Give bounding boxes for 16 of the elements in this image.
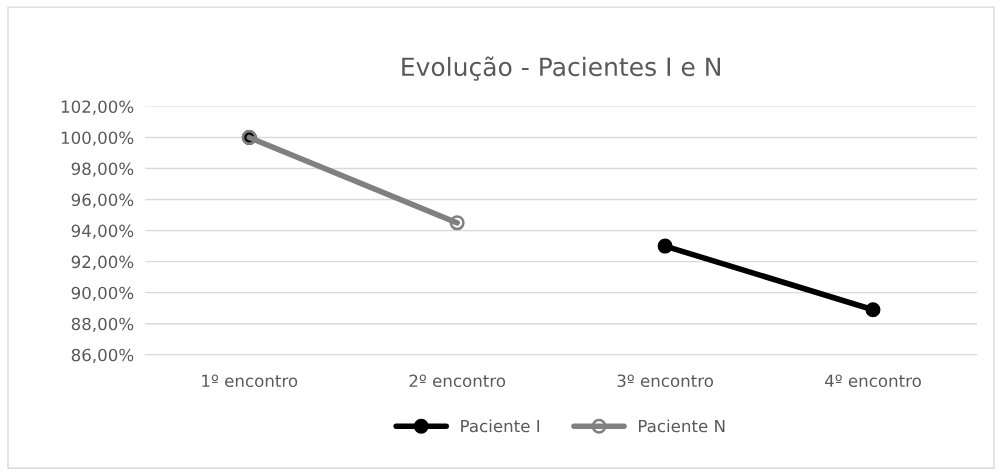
y-tick-label: 98,00% <box>71 162 134 177</box>
y-tick-label: 86,00% <box>71 348 134 364</box>
y-tick-label: 90,00% <box>71 286 134 301</box>
legend-label: Paciente I <box>461 419 540 433</box>
legend-label: Paciente N <box>638 419 725 433</box>
y-tick-label: 88,00% <box>71 317 134 332</box>
x-tick-label: 4º encontro <box>824 374 921 388</box>
x-tick-label: 2º encontro <box>409 374 506 388</box>
y-tick-label: 94,00% <box>71 224 134 239</box>
y-tick-label: 102,00% <box>61 100 134 115</box>
x-tick-label: 3º encontro <box>617 374 714 388</box>
y-tick-label: 96,00% <box>71 193 134 208</box>
y-tick-label: 92,00% <box>71 255 134 270</box>
chart-title: Evolução - Pacientes I e N <box>402 56 720 81</box>
x-tick-label: 1º encontro <box>202 374 298 388</box>
y-tick-label: 100,00% <box>61 131 134 146</box>
